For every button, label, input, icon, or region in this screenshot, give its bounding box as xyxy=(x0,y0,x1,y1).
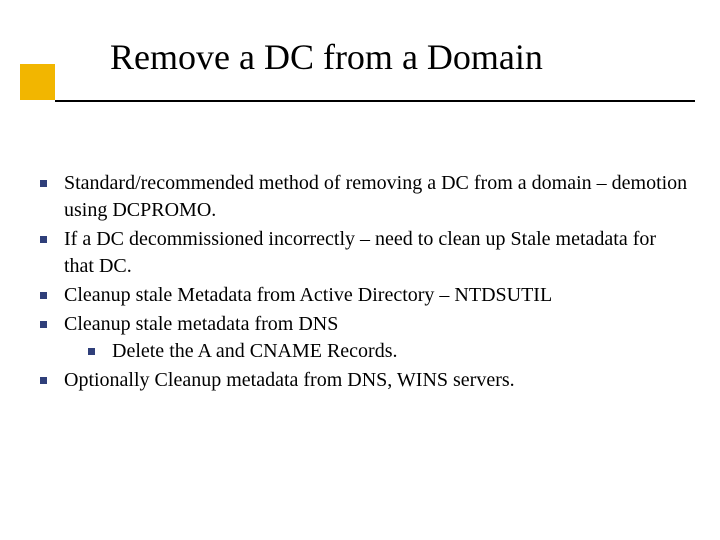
bullet-item: Standard/recommended method of removing … xyxy=(40,170,690,224)
bullet-list: Standard/recommended method of removing … xyxy=(40,170,690,394)
title-underline xyxy=(55,100,695,102)
bullet-text: Cleanup stale metadata from DNS xyxy=(64,313,338,335)
slide: Remove a DC from a Domain Standard/recom… xyxy=(0,0,720,540)
bullet-item: Optionally Cleanup metadata from DNS, WI… xyxy=(40,367,690,394)
accent-block xyxy=(20,64,55,100)
bullet-item: If a DC decommissioned incorrectly – nee… xyxy=(40,226,690,280)
slide-body: Standard/recommended method of removing … xyxy=(40,170,690,396)
sub-bullet-list: Delete the A and CNAME Records. xyxy=(64,338,690,365)
bullet-item: Cleanup stale Metadata from Active Direc… xyxy=(40,282,690,309)
bullet-item: Cleanup stale metadata from DNS Delete t… xyxy=(40,311,690,365)
slide-title: Remove a DC from a Domain xyxy=(110,36,543,78)
sub-bullet-item: Delete the A and CNAME Records. xyxy=(88,338,690,365)
